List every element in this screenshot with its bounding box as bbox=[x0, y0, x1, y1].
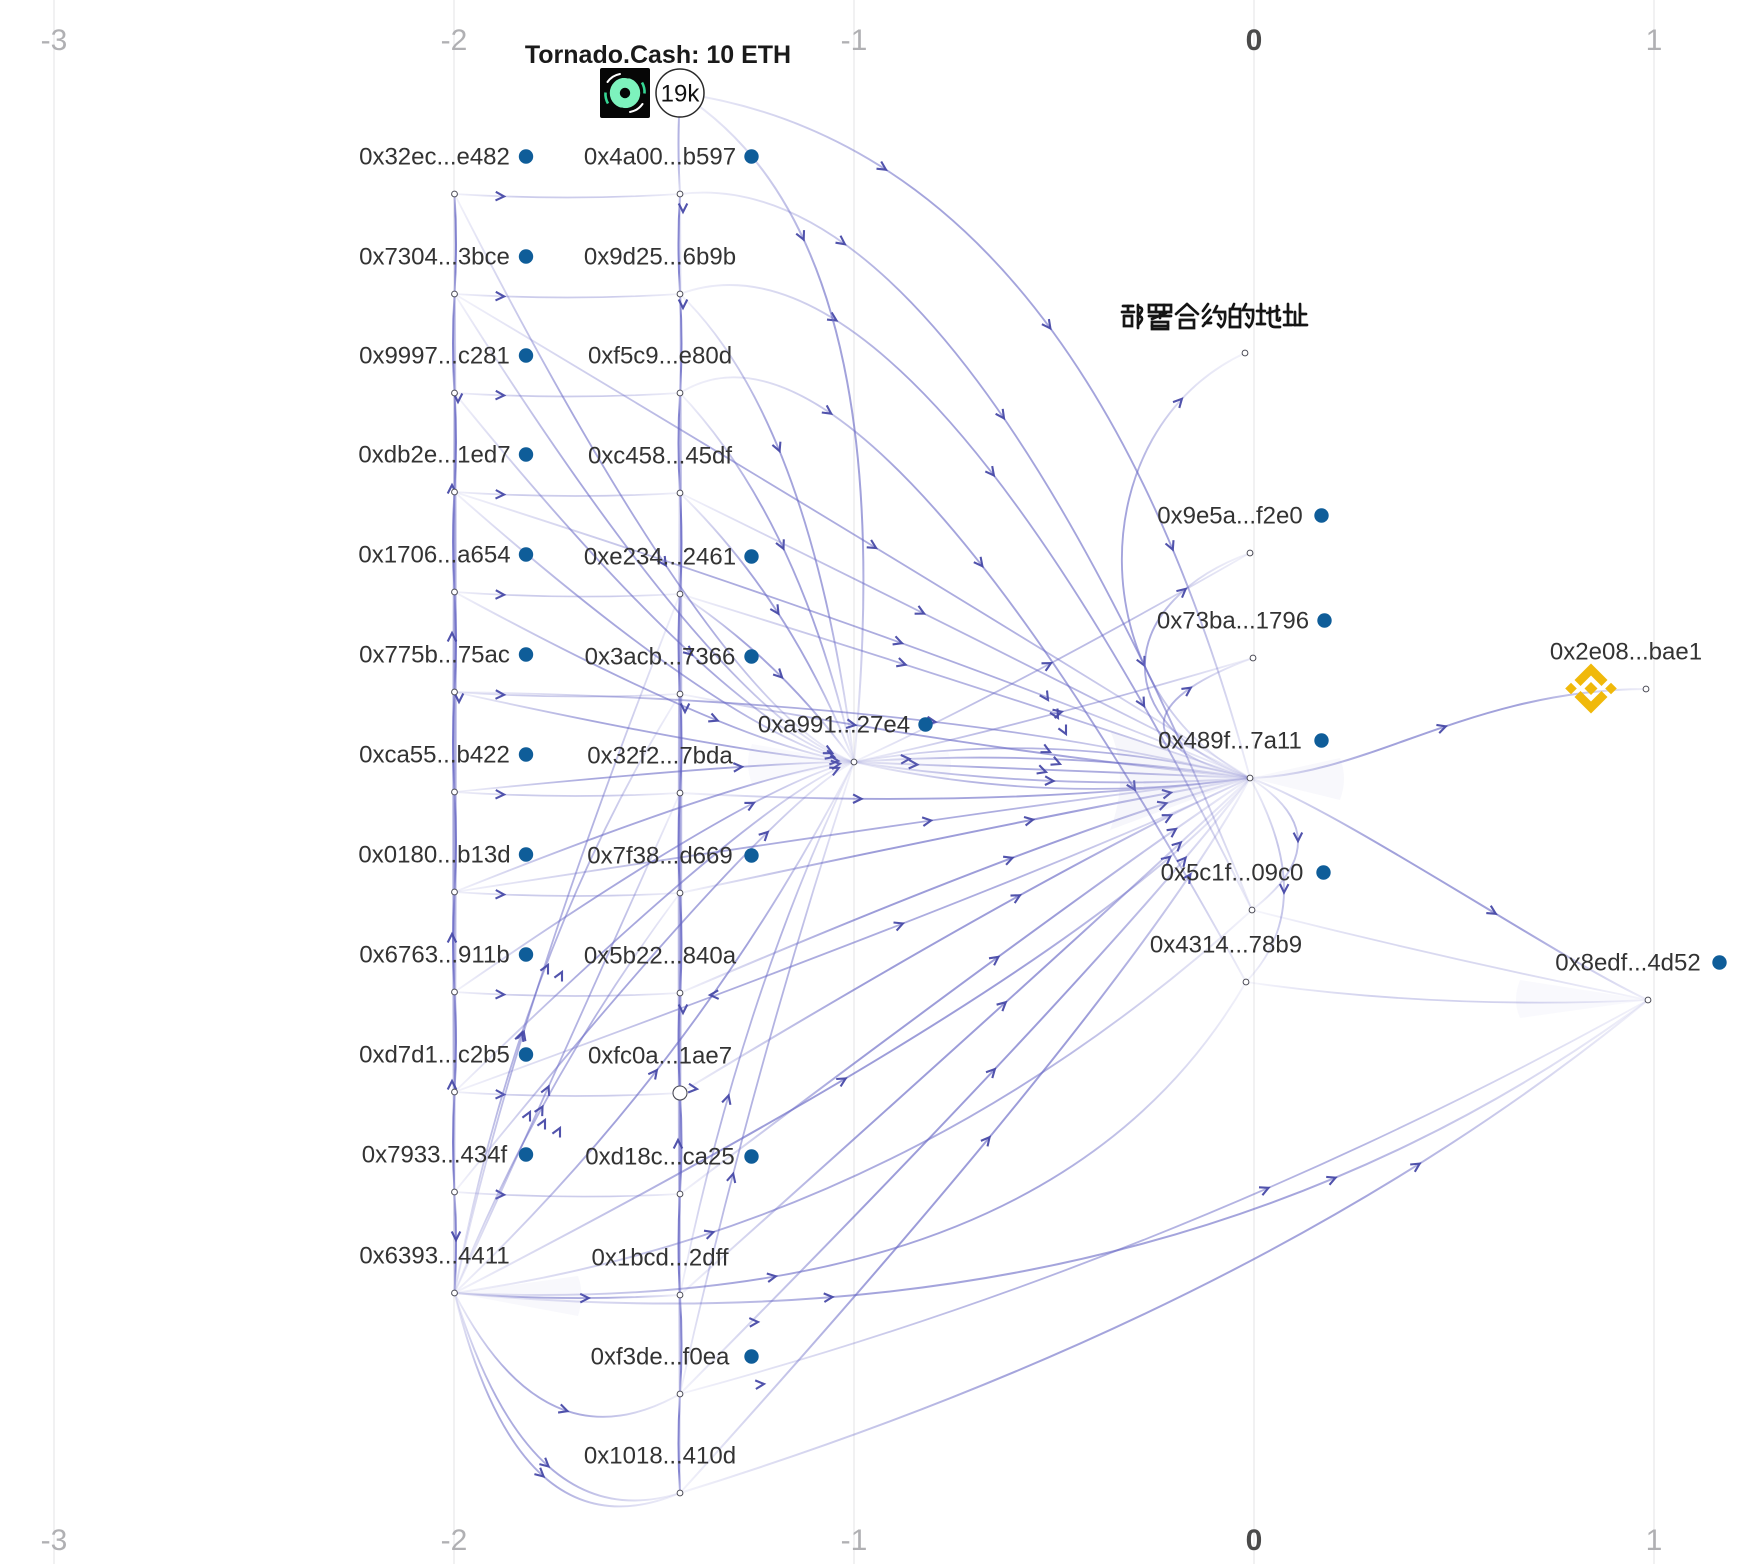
svg-text:0xf3de...f0ea: 0xf3de...f0ea bbox=[591, 1344, 730, 1371]
svg-text:0xdb2e...1ed7: 0xdb2e...1ed7 bbox=[358, 442, 510, 469]
svg-text:0x4314...78b9: 0x4314...78b9 bbox=[1150, 932, 1302, 959]
svg-text:0xca55...b422: 0xca55...b422 bbox=[359, 742, 510, 769]
svg-text:0x8edf...4d52: 0x8edf...4d52 bbox=[1555, 950, 1700, 977]
svg-text:-1: -1 bbox=[841, 24, 868, 57]
svg-text:0x1018...410d: 0x1018...410d bbox=[584, 1443, 736, 1470]
svg-text:0xa991...27e4: 0xa991...27e4 bbox=[758, 712, 910, 739]
svg-text:0x9997...c281: 0x9997...c281 bbox=[359, 343, 510, 370]
svg-text:0xd7d1...c2b5: 0xd7d1...c2b5 bbox=[359, 1042, 510, 1069]
svg-text:0x5b22...840a: 0x5b22...840a bbox=[584, 943, 737, 970]
svg-text:0x489f...7a11: 0x489f...7a11 bbox=[1158, 728, 1302, 755]
svg-text:0x4a00...b597: 0x4a00...b597 bbox=[584, 144, 736, 171]
svg-text:0x7304...3bce: 0x7304...3bce bbox=[359, 244, 510, 271]
svg-text:-2: -2 bbox=[441, 1524, 468, 1557]
svg-text:0x32ec...e482: 0x32ec...e482 bbox=[359, 144, 510, 171]
svg-text:0xc458...45df: 0xc458...45df bbox=[588, 443, 732, 470]
svg-text:-3: -3 bbox=[41, 1524, 68, 1557]
svg-text:0x9e5a...f2e0: 0x9e5a...f2e0 bbox=[1157, 503, 1302, 530]
svg-text:0x6393...4411: 0x6393...4411 bbox=[359, 1243, 509, 1270]
svg-text:19k: 19k bbox=[661, 81, 701, 108]
svg-text:0x3acb...7366: 0x3acb...7366 bbox=[585, 644, 736, 671]
svg-text:0x7933...434f: 0x7933...434f bbox=[362, 1142, 508, 1169]
svg-text:1: 1 bbox=[1646, 24, 1663, 57]
svg-text:0xf5c9...e80d: 0xf5c9...e80d bbox=[588, 343, 732, 370]
svg-text:0x1706...a654: 0x1706...a654 bbox=[358, 542, 510, 569]
svg-text:0x775b...75ac: 0x775b...75ac bbox=[359, 642, 510, 669]
svg-text:0xd18c...ca25: 0xd18c...ca25 bbox=[585, 1144, 734, 1171]
svg-text:0xfc0a...1ae7: 0xfc0a...1ae7 bbox=[588, 1043, 732, 1070]
svg-text:0x9d25...6b9b: 0x9d25...6b9b bbox=[584, 244, 736, 271]
svg-text:-1: -1 bbox=[841, 1524, 868, 1557]
svg-text:0x2e08...bae1: 0x2e08...bae1 bbox=[1550, 639, 1702, 666]
svg-text:Tornado.Cash: 10 ETH: Tornado.Cash: 10 ETH bbox=[525, 41, 791, 69]
svg-text:0: 0 bbox=[1246, 1524, 1263, 1557]
svg-text:0x32f2...7bda: 0x32f2...7bda bbox=[587, 743, 733, 770]
svg-text:1: 1 bbox=[1646, 1524, 1663, 1557]
svg-text:0x0180...b13d: 0x0180...b13d bbox=[358, 842, 510, 869]
svg-text:0x73ba...1796: 0x73ba...1796 bbox=[1157, 608, 1309, 635]
svg-text:0x1bcd...2dff: 0x1bcd...2dff bbox=[592, 1245, 729, 1272]
svg-text:0x6763...911b: 0x6763...911b bbox=[359, 942, 509, 969]
svg-text:0xe234...2461: 0xe234...2461 bbox=[584, 544, 736, 571]
svg-text:-3: -3 bbox=[41, 24, 68, 57]
svg-text:0x5c1f...09c0: 0x5c1f...09c0 bbox=[1161, 860, 1304, 887]
svg-text:-2: -2 bbox=[441, 24, 468, 57]
svg-text:0: 0 bbox=[1246, 24, 1263, 57]
svg-text:0x7f38...d669: 0x7f38...d669 bbox=[587, 843, 732, 870]
